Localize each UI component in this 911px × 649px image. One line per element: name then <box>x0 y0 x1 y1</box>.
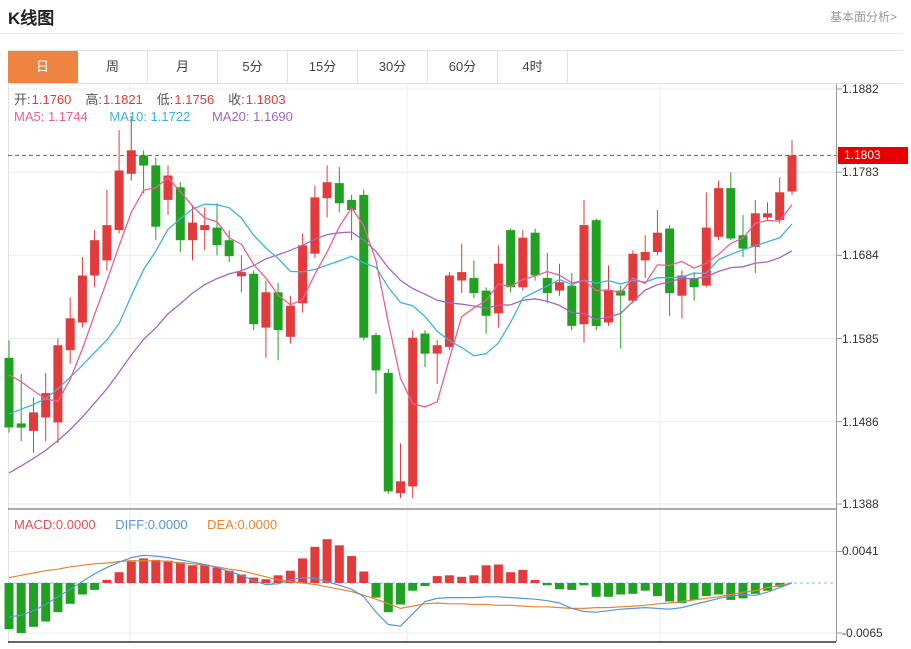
macd-axis-label: 0.0041 <box>842 544 879 559</box>
macd-axis-label: -0.0065 <box>842 625 883 640</box>
price-axis-label: 1.1585 <box>842 331 879 346</box>
low-label: 低: <box>156 92 174 107</box>
macd-legend-row: MACD:0.0000 DIFF:0.0000 DEA:0.0000 <box>14 517 277 532</box>
price-axis-label: 1.1486 <box>842 414 879 429</box>
open-label: 开: <box>14 92 31 107</box>
ohlc-row: 开:1.1760 高:1.1821 低:1.1756 收:1.1803 <box>14 89 300 108</box>
tab-5min[interactable]: 5分 <box>218 51 288 83</box>
tab-month[interactable]: 月 <box>148 51 218 83</box>
diff-legend: DIFF:0.0000 <box>115 517 188 532</box>
ma20-legend: MA20: 1.1690 <box>211 109 293 124</box>
high-label: 高: <box>85 92 103 107</box>
price-axis-label: 1.1882 <box>842 82 879 96</box>
tab-15min[interactable]: 15分 <box>288 51 358 83</box>
macd-legend: MACD:0.0000 <box>14 517 96 532</box>
tab-4hour[interactable]: 4时 <box>498 51 568 83</box>
price-axis-label: 1.1783 <box>842 165 879 180</box>
low-value: 1.1756 <box>174 92 215 107</box>
tab-bar: 日周月 5分 15分 30分 60分 4时 <box>8 50 903 84</box>
close-label: 收: <box>228 92 245 107</box>
tab-week[interactable]: 周 <box>78 51 148 83</box>
ma-legend-row: MA5: 1.1744 MA10: 1.1722 MA20: 1.1690 <box>14 109 293 124</box>
ma5-legend: MA5: 1.1744 <box>14 109 88 124</box>
close-value: 1.1803 <box>245 92 286 107</box>
fundamental-analysis-link[interactable]: 基本面分析> <box>829 10 897 24</box>
open-value: 1.1760 <box>31 92 72 107</box>
dea-legend: DEA:0.0000 <box>207 517 278 532</box>
tab-60min[interactable]: 60分 <box>428 51 498 83</box>
header-divider <box>0 33 903 34</box>
high-value: 1.1821 <box>103 92 143 107</box>
ma10-legend: MA10: 1.1722 <box>109 109 191 124</box>
page-title: K线图 <box>8 9 55 28</box>
price-axis-label: 1.1388 <box>842 497 879 511</box>
tab-30min[interactable]: 30分 <box>358 51 428 83</box>
price-axis-label: 1.1684 <box>842 248 879 263</box>
tab-day[interactable]: 日 <box>8 51 78 83</box>
current-price-badge: 1.1803 <box>838 146 908 164</box>
